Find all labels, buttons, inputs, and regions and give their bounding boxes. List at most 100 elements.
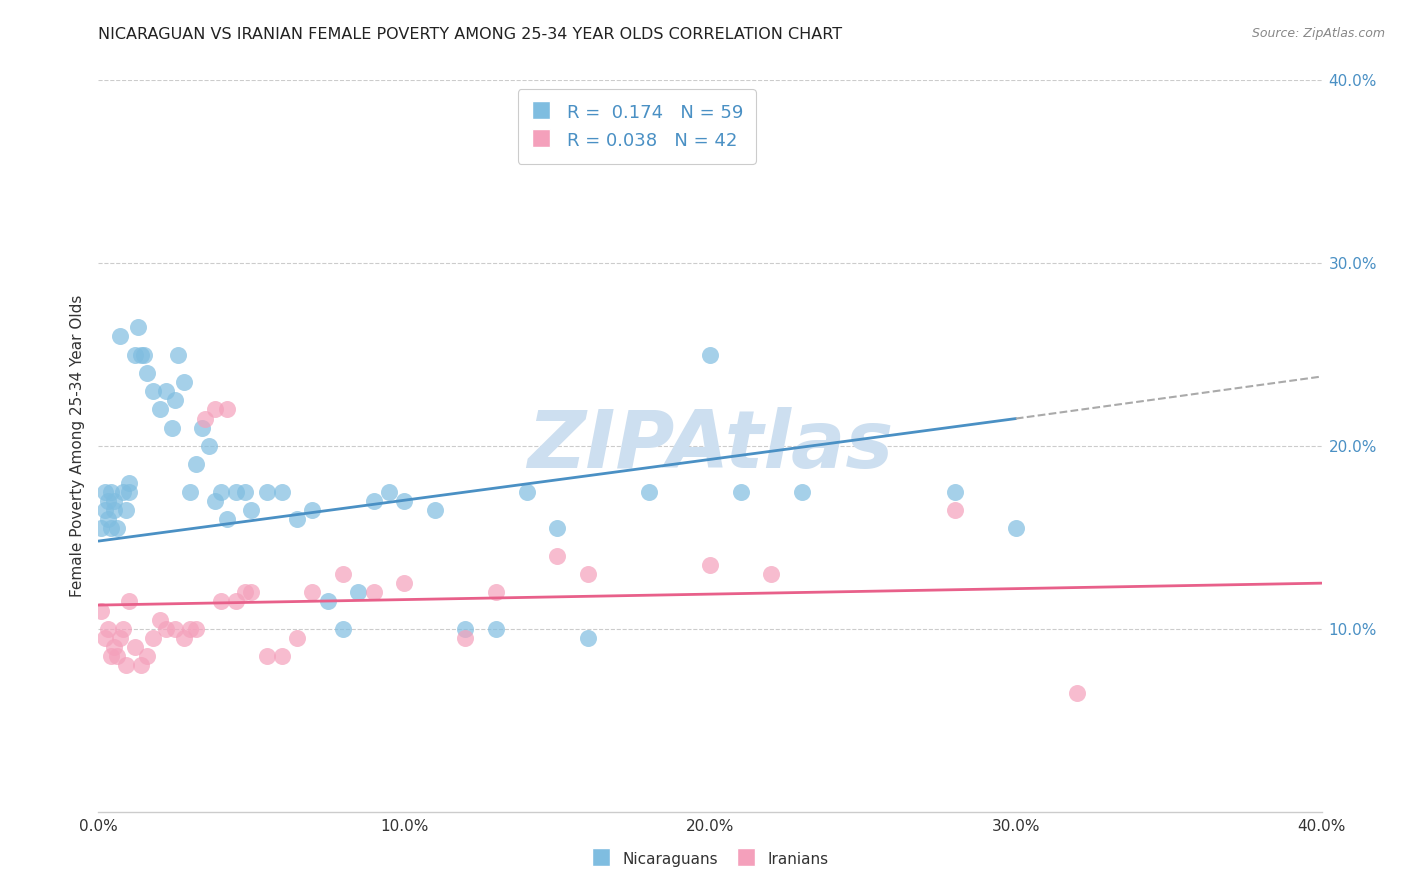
Text: NICARAGUAN VS IRANIAN FEMALE POVERTY AMONG 25-34 YEAR OLDS CORRELATION CHART: NICARAGUAN VS IRANIAN FEMALE POVERTY AMO… xyxy=(98,27,842,42)
Point xyxy=(111,622,134,636)
Point xyxy=(204,402,226,417)
Point xyxy=(93,631,115,645)
Point xyxy=(943,503,966,517)
Point xyxy=(167,348,190,362)
Point xyxy=(270,484,292,499)
Point xyxy=(759,567,782,582)
Point xyxy=(637,484,661,499)
Point xyxy=(118,484,141,499)
Point xyxy=(576,631,599,645)
Point xyxy=(100,649,122,664)
Point xyxy=(134,348,156,362)
Point xyxy=(209,484,232,499)
Point xyxy=(546,521,568,535)
Point xyxy=(392,576,416,591)
Point xyxy=(485,585,508,599)
Point xyxy=(100,484,122,499)
Point xyxy=(256,649,278,664)
Point xyxy=(97,493,120,508)
Point xyxy=(160,421,183,435)
Point xyxy=(301,585,323,599)
Point xyxy=(129,658,152,673)
Y-axis label: Female Poverty Among 25-34 Year Olds: Female Poverty Among 25-34 Year Olds xyxy=(69,295,84,597)
Point xyxy=(285,631,308,645)
Legend: Nicaraguans, Iranians: Nicaraguans, Iranians xyxy=(586,844,834,873)
Point xyxy=(256,484,278,499)
Point xyxy=(225,594,247,608)
Point xyxy=(392,493,416,508)
Point xyxy=(332,622,354,636)
Text: ZIPAtlas: ZIPAtlas xyxy=(527,407,893,485)
Point xyxy=(191,421,214,435)
Point xyxy=(233,484,256,499)
Point xyxy=(155,622,177,636)
Point xyxy=(103,640,125,655)
Point xyxy=(225,484,247,499)
Point xyxy=(108,631,131,645)
Point xyxy=(240,503,263,517)
Point xyxy=(149,402,172,417)
Point xyxy=(111,484,134,499)
Point xyxy=(301,503,323,517)
Point xyxy=(136,366,159,380)
Point xyxy=(103,493,125,508)
Point xyxy=(179,484,201,499)
Point xyxy=(197,439,219,453)
Point xyxy=(699,558,721,572)
Point xyxy=(204,493,226,508)
Point xyxy=(97,622,120,636)
Point xyxy=(1066,686,1088,700)
Text: Source: ZipAtlas.com: Source: ZipAtlas.com xyxy=(1251,27,1385,40)
Point xyxy=(194,411,217,425)
Point xyxy=(699,348,721,362)
Point xyxy=(454,631,477,645)
Point xyxy=(136,649,159,664)
Point xyxy=(347,585,370,599)
Point xyxy=(730,484,752,499)
Point xyxy=(546,549,568,563)
Point xyxy=(93,484,115,499)
Point xyxy=(90,603,112,617)
Point xyxy=(115,658,138,673)
Point xyxy=(363,585,385,599)
Point xyxy=(100,521,122,535)
Point xyxy=(108,329,131,343)
Point xyxy=(118,475,141,490)
Point xyxy=(285,512,308,526)
Point xyxy=(124,640,146,655)
Point xyxy=(115,503,138,517)
Point xyxy=(149,613,172,627)
Point xyxy=(97,512,120,526)
Point xyxy=(186,622,208,636)
Point xyxy=(1004,521,1026,535)
Point xyxy=(215,402,238,417)
Point xyxy=(316,594,339,608)
Point xyxy=(90,521,112,535)
Point xyxy=(270,649,292,664)
Point xyxy=(186,458,208,472)
Point xyxy=(127,320,149,334)
Point xyxy=(240,585,263,599)
Point xyxy=(516,484,538,499)
Point xyxy=(423,503,446,517)
Point xyxy=(93,503,115,517)
Point xyxy=(118,594,141,608)
Point xyxy=(454,622,477,636)
Point xyxy=(103,503,125,517)
Point xyxy=(163,622,186,636)
Point xyxy=(576,567,599,582)
Point xyxy=(378,484,401,499)
Point xyxy=(215,512,238,526)
Point xyxy=(233,585,256,599)
Point xyxy=(142,631,165,645)
Point xyxy=(163,393,186,408)
Point xyxy=(363,493,385,508)
Point xyxy=(124,348,146,362)
Point xyxy=(943,484,966,499)
Point xyxy=(142,384,165,399)
Point xyxy=(332,567,354,582)
Point xyxy=(155,384,177,399)
Point xyxy=(485,622,508,636)
Point xyxy=(105,649,128,664)
Point xyxy=(209,594,232,608)
